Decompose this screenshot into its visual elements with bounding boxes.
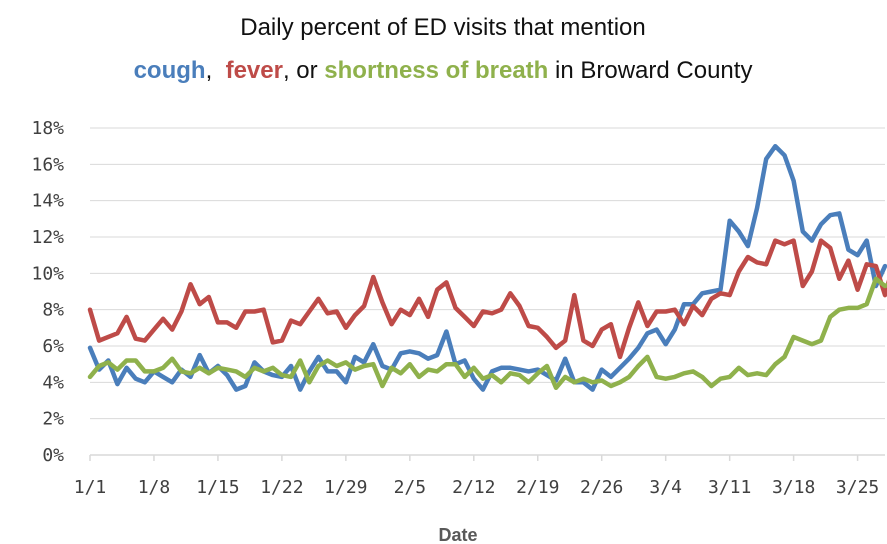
chart-title-part-4: shortness of breath <box>324 57 548 84</box>
x-tick-label: 3/4 <box>649 477 682 498</box>
series-group <box>87 143 887 392</box>
y-tick-label: 8% <box>42 300 64 321</box>
y-tick-label: 0% <box>42 445 64 466</box>
series-line-sob <box>87 276 887 391</box>
series-line-cough <box>87 143 887 392</box>
chart-title-part-5: in Broward County <box>548 57 752 84</box>
y-tick-label: 4% <box>42 372 64 393</box>
chart-title-line1: Daily percent of ED visits that mention <box>240 14 646 41</box>
x-tick-label: 3/18 <box>772 477 815 498</box>
series-line-fever <box>87 238 887 360</box>
y-tick-label: 6% <box>42 336 64 357</box>
x-tick-label: 3/25 <box>836 477 879 498</box>
chart-title-part-2: fever <box>226 57 283 84</box>
x-axis: 1/1 1/8 1/15 1/22 1/29 2/5 2/12 2/19 2/26 3/4 3/11… <box>74 455 879 498</box>
gridlines <box>90 127 885 420</box>
y-axis: 0% 2% 4% 6% 8% 10% 12% 14% 16% 18% <box>31 118 64 466</box>
chart-title-part-1: , <box>206 57 226 84</box>
chart-title-line2: cough, fever, or shortness of breath in … <box>134 57 753 84</box>
x-tick-label: 1/29 <box>324 477 367 498</box>
y-tick-label: 10% <box>31 263 64 284</box>
y-tick-label: 12% <box>31 227 64 248</box>
x-tick-label: 1/1 <box>74 477 107 498</box>
x-axis-label: Date <box>438 525 477 544</box>
x-tick-label: 3/11 <box>708 477 751 498</box>
y-tick-label: 16% <box>31 154 64 175</box>
chart-title: Daily percent of ED visits that mention … <box>134 14 753 84</box>
chart-title-part-3: , or <box>283 57 324 84</box>
x-tick-label: 2/12 <box>452 477 495 498</box>
y-tick-label: 2% <box>42 409 64 430</box>
y-tick-label: 14% <box>31 191 64 212</box>
x-tick-label: 2/19 <box>516 477 559 498</box>
x-tick-label: 1/22 <box>260 477 303 498</box>
x-tick-label: 1/15 <box>196 477 239 498</box>
x-tick-label: 2/26 <box>580 477 623 498</box>
x-tick-label: 2/5 <box>394 477 427 498</box>
x-tick-label: 1/8 <box>138 477 171 498</box>
y-tick-label: 18% <box>31 118 64 139</box>
chart-title-part-0: cough <box>134 57 206 84</box>
